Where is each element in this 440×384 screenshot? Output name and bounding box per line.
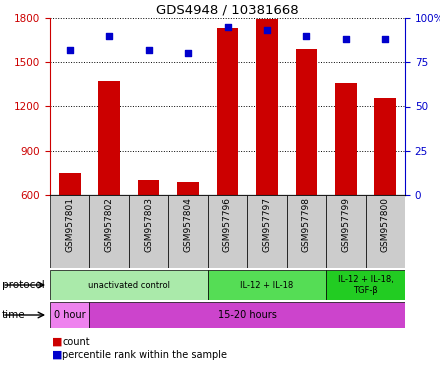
Text: GSM957800: GSM957800	[381, 197, 390, 252]
Bar	[366, 195, 405, 268]
Bar	[216, 28, 238, 195]
Bar	[50, 302, 89, 328]
Bar	[98, 81, 120, 195]
Text: IL-12 + IL-18: IL-12 + IL-18	[240, 280, 293, 290]
Point	[303, 33, 310, 39]
Point	[224, 24, 231, 30]
Text: GSM957801: GSM957801	[65, 197, 74, 252]
Text: count: count	[62, 337, 90, 347]
Text: GSM957804: GSM957804	[183, 197, 193, 252]
Bar	[138, 180, 159, 195]
Text: GSM957802: GSM957802	[105, 197, 114, 252]
Point	[66, 47, 73, 53]
Bar	[59, 173, 81, 195]
Bar	[296, 49, 317, 195]
Text: GSM957803: GSM957803	[144, 197, 153, 252]
Title: GDS4948 / 10381668: GDS4948 / 10381668	[156, 4, 299, 17]
Text: GSM957796: GSM957796	[223, 197, 232, 252]
Bar	[256, 20, 278, 195]
Text: protocol: protocol	[2, 280, 45, 290]
Text: GSM957797: GSM957797	[262, 197, 271, 252]
Text: GSM957798: GSM957798	[302, 197, 311, 252]
Bar	[177, 182, 199, 195]
Point	[106, 33, 113, 39]
Bar	[374, 98, 396, 195]
Text: ■: ■	[52, 350, 62, 360]
Text: unactivated control: unactivated control	[88, 280, 170, 290]
Bar	[208, 270, 326, 300]
Text: 15-20 hours: 15-20 hours	[218, 310, 277, 320]
Bar	[335, 83, 357, 195]
Bar	[50, 195, 89, 268]
Point	[382, 36, 389, 42]
Text: percentile rank within the sample: percentile rank within the sample	[62, 350, 227, 360]
Point	[184, 50, 191, 56]
Bar	[326, 270, 405, 300]
Bar	[50, 270, 208, 300]
Text: IL-12 + IL-18,
TGF-β: IL-12 + IL-18, TGF-β	[337, 275, 393, 295]
Point	[145, 47, 152, 53]
Point	[264, 27, 271, 33]
Bar	[326, 195, 366, 268]
Text: time: time	[2, 310, 26, 320]
Bar	[89, 302, 405, 328]
Bar	[89, 195, 129, 268]
Bar	[208, 195, 247, 268]
Text: GSM957799: GSM957799	[341, 197, 350, 252]
Bar	[169, 195, 208, 268]
Bar	[129, 195, 169, 268]
Bar	[247, 195, 287, 268]
Text: 0 hour: 0 hour	[54, 310, 85, 320]
Point	[342, 36, 349, 42]
Bar	[287, 195, 326, 268]
Text: ■: ■	[52, 337, 62, 347]
